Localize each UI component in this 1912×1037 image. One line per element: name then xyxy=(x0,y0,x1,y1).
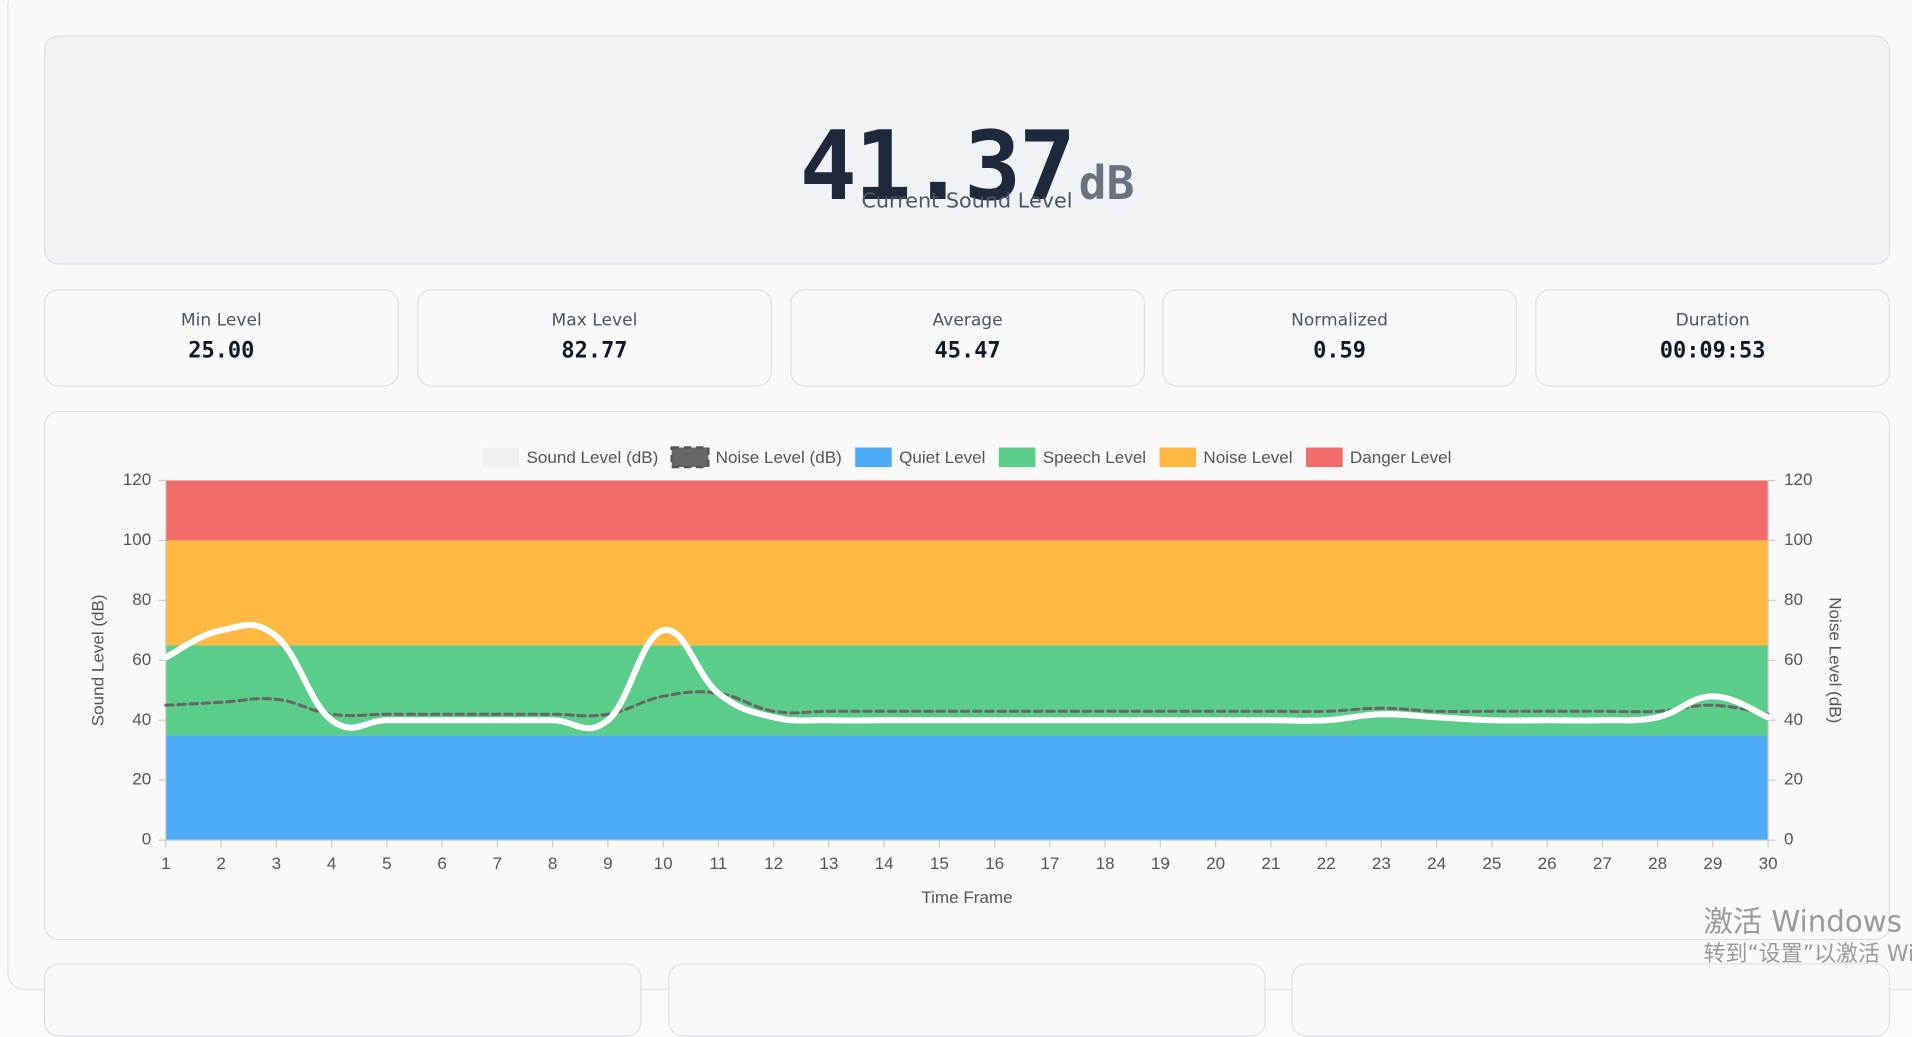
x-tick-label: 11 xyxy=(709,854,727,873)
x-tick-label: 25 xyxy=(1482,854,1501,873)
x-tick-label: 26 xyxy=(1538,854,1557,873)
x-tick-label: 1 xyxy=(161,854,171,873)
x-tick-label: 30 xyxy=(1759,854,1778,873)
card xyxy=(668,963,1266,1037)
stat-card: Normalized 0.59 xyxy=(1162,288,1517,387)
card xyxy=(43,963,642,1037)
y2-tick-label: 0 xyxy=(1784,830,1794,849)
y-tick-label: 20 xyxy=(132,770,151,789)
level-band xyxy=(165,735,1769,841)
legend-label: Noise Level (dB) xyxy=(716,448,842,467)
x-tick-label: 28 xyxy=(1648,854,1667,873)
level-unit: dB xyxy=(1078,156,1135,210)
y-tick-label: 0 xyxy=(142,830,152,849)
series-line xyxy=(162,621,1772,732)
x-tick-label: 13 xyxy=(819,854,838,873)
stat-label: Average xyxy=(932,310,1003,331)
x-tick-label: 16 xyxy=(985,854,1004,873)
x-tick-label: 23 xyxy=(1372,854,1391,873)
y2-tick-label: 20 xyxy=(1784,770,1803,789)
y2-tick-label: 100 xyxy=(1784,530,1812,549)
x-tick-label: 15 xyxy=(930,854,949,873)
x-tick-label: 10 xyxy=(654,854,673,873)
y2-tick-label: 80 xyxy=(1784,590,1803,609)
x-tick-label: 18 xyxy=(1096,854,1115,873)
stat-value: 0.59 xyxy=(1313,337,1366,364)
legend-label: Speech Level xyxy=(1043,448,1146,467)
y2-axis-title: Noise Level (dB) xyxy=(1825,597,1844,723)
legend-label: Quiet Level xyxy=(899,448,985,467)
legend-swatch xyxy=(1159,447,1197,468)
y2-tick-label: 40 xyxy=(1784,710,1803,729)
legend-swatch xyxy=(670,446,710,469)
current-level-card: 41.37 dB Current Sound Level xyxy=(43,35,1891,265)
x-tick-label: 24 xyxy=(1427,854,1446,873)
x-tick-label: 7 xyxy=(493,854,503,873)
x-tick-label: 22 xyxy=(1317,854,1336,873)
x-tick-label: 14 xyxy=(875,854,894,873)
y2-tick-label: 60 xyxy=(1784,650,1803,669)
stat-card: Max Level 82.77 xyxy=(417,288,772,387)
x-axis-title: Time Frame xyxy=(921,888,1012,907)
stat-card: Average 45.47 xyxy=(790,288,1146,387)
stat-card: Min Level 25.00 xyxy=(43,288,399,387)
y-tick-label: 60 xyxy=(132,650,151,669)
x-tick-label: 6 xyxy=(437,854,447,873)
legend-swatch xyxy=(998,447,1036,468)
stat-label: Duration xyxy=(1675,310,1750,331)
level-value: 41.37 xyxy=(799,112,1077,222)
x-tick-label: 29 xyxy=(1703,854,1722,873)
level-label: Current Sound Level xyxy=(861,189,1073,214)
x-tick-label: 4 xyxy=(327,854,337,873)
x-tick-label: 21 xyxy=(1261,854,1280,873)
x-tick-label: 3 xyxy=(272,854,282,873)
stat-label: Min Level xyxy=(180,310,262,331)
y-tick-label: 80 xyxy=(132,590,151,609)
series-line xyxy=(164,690,1770,718)
legend-swatch xyxy=(1305,447,1343,468)
legend-swatch xyxy=(855,447,892,468)
stat-value: 25.00 xyxy=(188,337,255,364)
stat-label: Normalized xyxy=(1291,310,1388,331)
card xyxy=(1291,963,1891,1037)
legend-label: Danger Level xyxy=(1350,448,1452,467)
stat-value: 82.77 xyxy=(561,337,628,364)
legend-label: Noise Level xyxy=(1203,448,1292,467)
x-tick-label: 27 xyxy=(1593,854,1612,873)
y-tick-label: 120 xyxy=(123,470,151,489)
stat-value: 45.47 xyxy=(934,337,1001,364)
x-tick-label: 5 xyxy=(382,854,392,873)
x-tick-label: 20 xyxy=(1206,854,1225,873)
y-tick-label: 40 xyxy=(132,710,151,729)
legend-swatch xyxy=(482,447,520,468)
x-tick-label: 2 xyxy=(216,854,226,873)
y2-tick-label: 120 xyxy=(1784,470,1812,489)
stat-card: Duration 00:09:53 xyxy=(1535,288,1891,387)
legend: Sound Level (dB) Noise Level (dB) Quiet Le… xyxy=(482,446,1452,469)
stat-value: 00:09:53 xyxy=(1659,337,1766,364)
dashboard: 41.37 dB Current Sound Level Min Level 25.… xyxy=(7,0,1912,1037)
watermark: 激活 Windows xyxy=(1703,904,1902,939)
x-tick-label: 9 xyxy=(603,854,613,873)
legend-label: Sound Level (dB) xyxy=(526,448,658,467)
stat-label: Max Level xyxy=(551,310,638,331)
x-tick-label: 19 xyxy=(1151,854,1170,873)
level-band xyxy=(165,480,1769,541)
level-band xyxy=(165,540,1769,646)
watermark: 转到“设置”以激活 Wi xyxy=(1703,941,1912,967)
x-tick-label: 8 xyxy=(548,854,558,873)
y-axis-title: Sound Level (dB) xyxy=(88,594,107,726)
y-tick-label: 100 xyxy=(123,530,151,549)
current-level: 41.37 dB xyxy=(45,112,1889,222)
x-tick-label: 12 xyxy=(764,854,783,873)
x-tick-label: 17 xyxy=(1040,854,1059,873)
